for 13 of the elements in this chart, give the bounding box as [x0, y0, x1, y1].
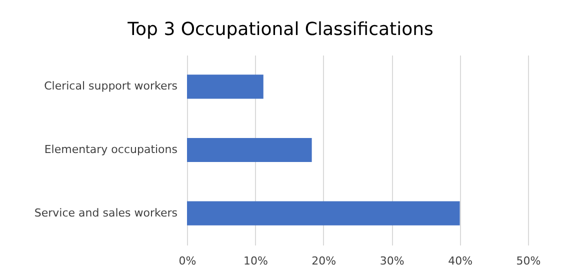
bar: [187, 138, 312, 162]
bar: [187, 201, 460, 226]
x-tick-label: 10%: [243, 254, 268, 268]
y-tick-label: Elementary occupations: [44, 143, 178, 156]
x-tick-label: 0%: [178, 254, 196, 268]
y-tick-label: Service and sales workers: [34, 206, 178, 220]
x-tick-label: 30%: [380, 254, 404, 268]
x-tick-label: 20%: [312, 254, 336, 268]
x-tick-label: 50%: [516, 254, 541, 268]
chart-title: Top 3 Occupational Classifications: [126, 19, 434, 40]
bar: [187, 74, 264, 99]
x-tick-label: 40%: [448, 254, 473, 268]
y-tick-label: Clerical support workers: [44, 80, 178, 93]
